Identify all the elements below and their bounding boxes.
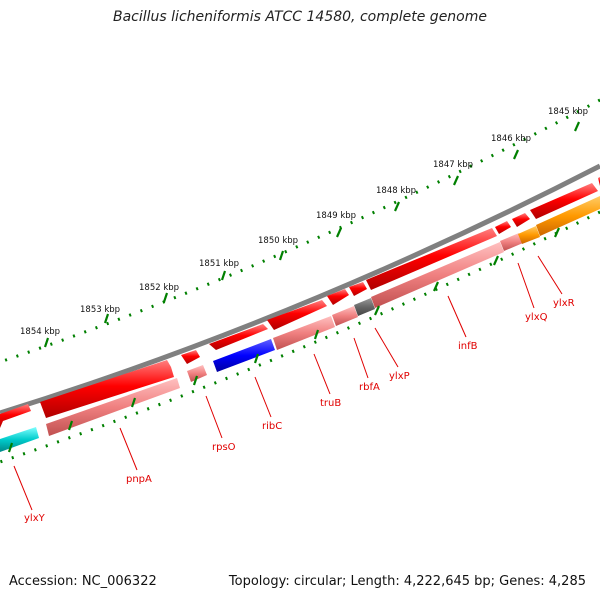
gene-feature-reverse-ylxP [354,298,375,316]
gene-feature-forward-rpsO [181,350,200,364]
ruler-label-1847: 1847 kbp [433,160,473,170]
ruler-label-1848: 1848 kbp [376,186,416,196]
gene-feature-forward-pnpA [40,360,174,418]
gene-feature-forward-truB [267,300,327,330]
genome-backbone [0,163,600,416]
ruler-label-1854: 1854 kbp [20,327,60,337]
outer-ruler-dots [0,98,600,364]
gene-feature-reverse-infB [371,242,504,308]
gene-label-ribC[interactable]: ribC [262,421,282,432]
gene-feature-reverse-ylxR [536,196,600,236]
gene-label-ylxP[interactable]: ylxP [389,371,410,382]
gene-leader-lines [13,255,563,511]
gene-feature-forward-rbfA [327,289,349,305]
outer-ruler-major-ticks [43,121,581,348]
gene-feature-forward-infB [366,228,497,290]
reverse-strand-genes [0,196,600,452]
genome-summary-text: Topology: circular; Length: 4,222,645 bp… [228,574,586,589]
gene-label-ylxY[interactable]: ylxY [24,513,46,524]
gene-feature-forward-ylxR [512,213,530,227]
ruler-label-1850: 1850 kbp [258,236,298,246]
ruler-label-1846: 1846 kbp [491,134,531,144]
ruler-label-1849: 1849 kbp [316,211,356,221]
gene-feature-reverse-ylxY [0,427,39,452]
gene-label-pnpA[interactable]: pnpA [126,474,152,485]
gene-feature-reverse-ylxQ-orange [518,226,540,244]
gene-label-ylxQ[interactable]: ylxQ [525,312,548,323]
gene-feature-reverse-rbfA [332,306,358,326]
gene-feature-forward-ribC-truB [209,324,268,350]
gene-feature-forward-next [530,183,598,219]
ruler-label-1851: 1851 kbp [199,259,239,269]
gene-label-ylxR[interactable]: ylxR [553,298,575,309]
ruler-label-1853: 1853 kbp [80,305,120,315]
gene-feature-forward-ylxQ [495,221,511,234]
gene-label-rpsO[interactable]: rpsO [212,442,236,453]
gene-feature-reverse-rpsO [187,365,207,382]
gene-feature-reverse-ribC [213,339,275,372]
ruler-label-1852: 1852 kbp [139,283,179,293]
ruler-label-1845: 1845 kbp [548,107,588,117]
gene-feature-reverse-ylxQ [500,233,523,251]
inner-ruler-major-ticks [7,227,561,453]
gene-label-truB[interactable]: truB [320,398,341,409]
gene-feature-reverse-pnpA [46,378,180,436]
gene-label-rbfA[interactable]: rbfA [359,382,380,393]
forward-strand-genes [0,177,600,428]
page-title: Bacillus licheniformis ATCC 14580, compl… [113,9,487,25]
accession-text: Accession: NC_006322 [9,574,157,589]
gene-feature-forward-ylxP [349,282,367,296]
gene-feature-reverse-truB [273,316,335,350]
gene-label-infB[interactable]: infB [458,341,478,352]
gene-feature-forward-ylxY [0,404,31,428]
